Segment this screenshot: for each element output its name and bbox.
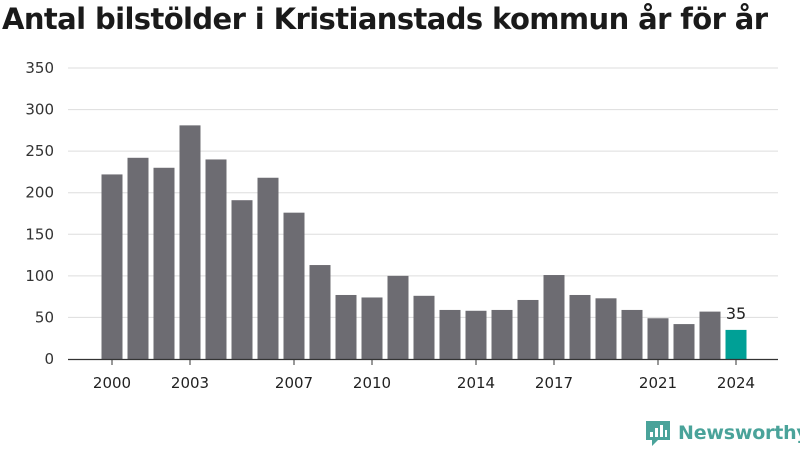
x-tick-label-2007: 2007 xyxy=(275,374,313,392)
bar-2017 xyxy=(543,275,565,359)
x-tick-label-2003: 2003 xyxy=(171,374,209,392)
newsworthy-bar-chart-icon xyxy=(646,421,670,446)
x-tick-label-2017: 2017 xyxy=(535,374,573,392)
brand-name: Newsworthy xyxy=(678,422,800,444)
bar-2009 xyxy=(335,294,357,359)
y-tick-label-150: 150 xyxy=(25,225,54,243)
bar-2006 xyxy=(257,177,279,359)
bar-2018 xyxy=(569,294,591,359)
bar-2001 xyxy=(127,157,149,359)
data-label-2024: 35 xyxy=(726,304,746,323)
x-tick-label-2024: 2024 xyxy=(717,374,755,392)
bar-2024 xyxy=(725,329,747,359)
bar-2021 xyxy=(647,318,669,359)
y-tick-label-0: 0 xyxy=(44,350,54,368)
bar-2011 xyxy=(387,275,409,359)
y-tick-label-200: 200 xyxy=(25,184,54,202)
x-tick-label-2010: 2010 xyxy=(353,374,391,392)
bar-2022 xyxy=(673,324,695,359)
bar-2013 xyxy=(439,309,461,359)
y-tick-label-350: 350 xyxy=(25,59,54,77)
y-tick-label-50: 50 xyxy=(35,308,54,326)
bar-2000 xyxy=(101,174,123,359)
bar-2008 xyxy=(309,265,331,359)
bar-2004 xyxy=(205,159,227,359)
y-axis-tick-labels: 0 50 100 150 200 250 300 350 xyxy=(25,59,54,368)
newsworthy-logo: Newsworthy xyxy=(644,419,800,447)
bar-2005 xyxy=(231,200,253,359)
bar-2020 xyxy=(621,309,643,359)
bar-2002 xyxy=(153,167,175,359)
bar-2019 xyxy=(595,298,617,359)
y-tick-label-250: 250 xyxy=(25,142,54,160)
x-tick-label-2014: 2014 xyxy=(457,374,495,392)
bars xyxy=(101,125,747,360)
bar-2003 xyxy=(179,125,201,360)
bar-2014 xyxy=(465,310,487,359)
bar-2023 xyxy=(699,311,721,359)
bar-2010 xyxy=(361,297,383,359)
bar-2016 xyxy=(517,299,539,359)
y-tick-label-300: 300 xyxy=(25,101,54,119)
bar-2007 xyxy=(283,212,305,359)
bar-2015 xyxy=(491,309,513,359)
x-tick-label-2000: 2000 xyxy=(93,374,131,392)
bar-2012 xyxy=(413,295,435,359)
y-tick-label-100: 100 xyxy=(25,267,54,285)
chart-title: Antal bilstölder i Kristianstads kommun … xyxy=(2,2,768,36)
x-tick-label-2021: 2021 xyxy=(639,374,677,392)
x-axis: 2000 2003 2007 2010 2014 2017 2021 2024 xyxy=(68,358,778,392)
data-labels: 35 xyxy=(726,304,746,323)
